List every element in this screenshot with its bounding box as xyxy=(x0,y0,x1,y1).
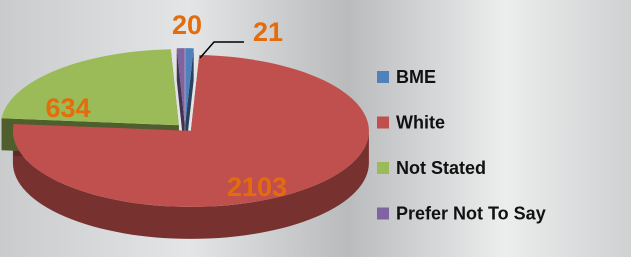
chart: 21 2103 634 20 BME White Not Stated Prefer Not … xyxy=(0,0,631,257)
data-label: 634 xyxy=(45,93,90,123)
legend-label: Not Stated xyxy=(396,158,486,178)
data-label: 20 xyxy=(172,10,202,40)
legend-swatch xyxy=(377,208,389,220)
legend-swatch xyxy=(377,71,389,83)
legend-swatch xyxy=(377,162,389,174)
data-label: 2103 xyxy=(227,172,287,202)
data-label: 21 xyxy=(253,17,283,47)
legend-label: White xyxy=(396,112,445,132)
legend-label: BME xyxy=(396,67,436,87)
legend-label: Prefer Not To Say xyxy=(396,203,546,223)
legend-swatch xyxy=(377,117,389,129)
